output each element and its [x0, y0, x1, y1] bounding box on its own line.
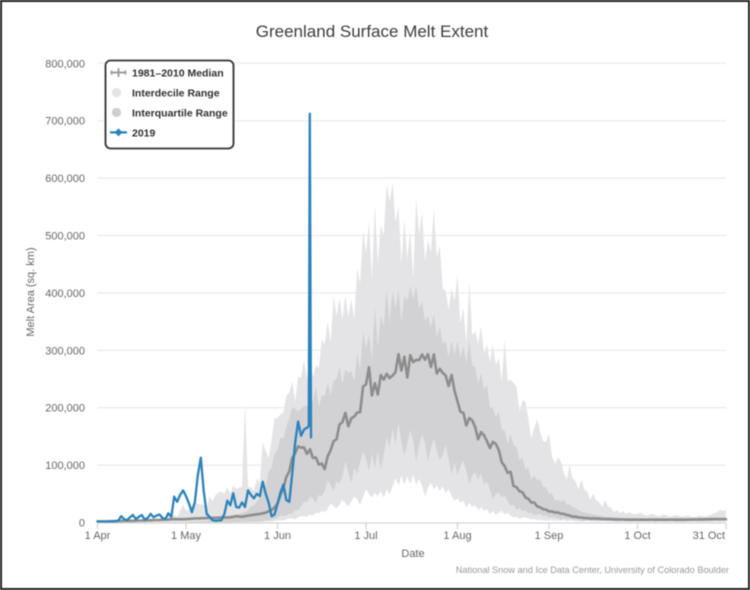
svg-text:Greenland Surface Melt Extent: Greenland Surface Melt Extent — [256, 22, 489, 41]
svg-text:400,000: 400,000 — [45, 288, 85, 300]
svg-text:Interquartile Range: Interquartile Range — [132, 107, 228, 119]
svg-text:Interdecile Range: Interdecile Range — [132, 88, 220, 100]
svg-text:200,000: 200,000 — [45, 403, 85, 415]
svg-text:0: 0 — [79, 518, 85, 530]
svg-text:National Snow and Ice Data Cen: National Snow and Ice Data Center, Unive… — [456, 565, 729, 575]
svg-text:1981–2010 Median: 1981–2010 Median — [132, 68, 224, 80]
svg-text:31 Oct: 31 Oct — [693, 530, 725, 542]
svg-text:800,000: 800,000 — [45, 58, 85, 70]
svg-text:300,000: 300,000 — [45, 345, 85, 357]
svg-text:1 Sep: 1 Sep — [535, 530, 564, 542]
svg-text:1 Jul: 1 Jul — [354, 530, 377, 542]
svg-text:1 Oct: 1 Oct — [624, 530, 650, 542]
svg-text:1 Jun: 1 Jun — [264, 530, 291, 542]
svg-text:600,000: 600,000 — [45, 173, 85, 185]
svg-text:2019: 2019 — [132, 127, 156, 139]
svg-text:Date: Date — [401, 548, 424, 560]
svg-text:100,000: 100,000 — [45, 460, 85, 472]
svg-text:1 Apr: 1 Apr — [85, 530, 111, 542]
svg-text:Melt Area (sq. km): Melt Area (sq. km) — [25, 247, 37, 336]
svg-text:500,000: 500,000 — [45, 231, 85, 243]
svg-text:700,000: 700,000 — [45, 116, 85, 128]
svg-text:1 Aug: 1 Aug — [443, 530, 471, 542]
svg-text:1 May: 1 May — [171, 530, 201, 542]
